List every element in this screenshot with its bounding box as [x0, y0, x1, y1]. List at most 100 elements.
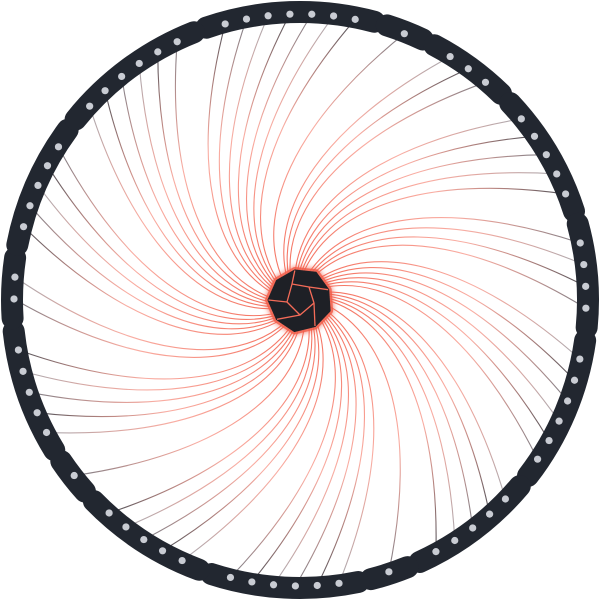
ring-segment[interactable]: [64, 21, 205, 131]
ring-segment[interactable]: [1, 246, 27, 330]
port-dot-icon[interactable]: [576, 355, 584, 363]
port-dot-icon[interactable]: [533, 455, 542, 463]
connection-wires: [13, 13, 587, 587]
port-dot-icon[interactable]: [54, 143, 63, 151]
port-dot-icon[interactable]: [158, 547, 167, 555]
port-dot-icon[interactable]: [19, 367, 27, 375]
port-dot-icon[interactable]: [517, 115, 525, 123]
connection-wire: [228, 15, 277, 291]
port-dot-icon[interactable]: [313, 581, 321, 590]
port-dot-icon[interactable]: [542, 151, 550, 159]
connection-wire: [14, 276, 287, 351]
port-dot-icon[interactable]: [10, 295, 18, 303]
port-dot-icon[interactable]: [25, 388, 33, 396]
port-dot-icon[interactable]: [105, 509, 113, 517]
connection-wire: [294, 118, 522, 275]
port-dot-icon[interactable]: [221, 20, 229, 28]
connection-wire: [237, 13, 291, 290]
connection-wire: [218, 18, 276, 293]
port-dot-icon[interactable]: [400, 30, 408, 38]
port-dot-icon[interactable]: [451, 536, 459, 545]
port-dot-icon[interactable]: [118, 72, 126, 81]
port-dot-icon[interactable]: [291, 582, 299, 590]
port-dot-icon[interactable]: [501, 495, 510, 503]
port-dot-icon[interactable]: [26, 202, 34, 210]
connection-wire: [246, 13, 313, 288]
port-dot-icon[interactable]: [70, 471, 78, 480]
port-dot-icon[interactable]: [173, 38, 181, 46]
port-dot-icon[interactable]: [14, 346, 22, 354]
port-dot-icon[interactable]: [226, 573, 235, 582]
connection-wire: [316, 261, 581, 360]
port-dot-icon[interactable]: [269, 581, 278, 589]
connection-wire: [308, 227, 585, 277]
port-dot-icon[interactable]: [19, 223, 28, 231]
port-dot-icon[interactable]: [562, 190, 570, 198]
port-dot-icon[interactable]: [545, 436, 553, 445]
connection-wire: [322, 284, 539, 460]
connection-wire: [310, 236, 586, 287]
connection-wire: [162, 321, 320, 552]
connection-wire: [296, 135, 535, 275]
connection-wire: [181, 320, 324, 562]
connection-wire: [321, 281, 550, 441]
connection-wire: [157, 51, 275, 302]
port-dot-icon[interactable]: [43, 162, 52, 170]
port-dot-icon[interactable]: [580, 260, 588, 269]
port-dot-icon[interactable]: [122, 523, 130, 531]
port-dot-icon[interactable]: [432, 548, 440, 556]
connection-wire: [143, 322, 316, 541]
connection-wire: [138, 63, 275, 304]
port-dot-icon[interactable]: [33, 409, 41, 417]
port-dot-icon[interactable]: [582, 304, 590, 312]
hub-node[interactable]: [265, 267, 334, 335]
port-dot-icon[interactable]: [135, 59, 143, 68]
connection-wire: [29, 205, 282, 330]
port-dot-icon[interactable]: [563, 397, 572, 405]
port-dot-icon[interactable]: [486, 510, 494, 518]
port-dot-icon[interactable]: [555, 417, 563, 425]
port-dot-icon[interactable]: [329, 12, 338, 20]
port-dot-icon[interactable]: [530, 132, 539, 140]
port-dot-icon[interactable]: [86, 102, 94, 110]
port-dot-icon[interactable]: [140, 535, 148, 544]
connection-wire: [57, 146, 278, 317]
ring-segment[interactable]: [566, 212, 599, 339]
port-dot-icon[interactable]: [178, 556, 186, 565]
connection-wire: [324, 291, 506, 500]
port-dot-icon[interactable]: [446, 52, 454, 61]
port-dot-icon[interactable]: [101, 87, 109, 95]
port-dot-icon[interactable]: [154, 48, 162, 56]
port-dot-icon[interactable]: [286, 10, 294, 18]
port-dot-icon[interactable]: [34, 181, 42, 189]
port-dot-icon[interactable]: [308, 10, 316, 18]
port-dot-icon[interactable]: [248, 578, 256, 586]
port-dot-icon[interactable]: [11, 273, 19, 281]
port-dot-icon[interactable]: [553, 170, 561, 178]
connection-wire: [74, 325, 305, 477]
port-dot-icon[interactable]: [335, 579, 343, 587]
connection-wire: [312, 244, 587, 309]
ring-segment[interactable]: [517, 329, 597, 487]
port-dot-icon[interactable]: [481, 78, 490, 86]
port-dot-icon[interactable]: [42, 428, 51, 437]
hub-facet-edge: [276, 314, 301, 320]
port-dot-icon[interactable]: [242, 15, 251, 23]
connection-wire: [325, 295, 474, 529]
connection-wire: [273, 313, 350, 586]
port-dot-icon[interactable]: [576, 239, 584, 247]
port-dot-icon[interactable]: [464, 65, 472, 73]
connection-wire: [325, 303, 401, 572]
port-dot-icon[interactable]: [570, 376, 579, 384]
port-dot-icon[interactable]: [351, 15, 359, 23]
port-dot-icon[interactable]: [469, 524, 477, 532]
connection-wire: [37, 325, 299, 418]
port-dot-icon[interactable]: [385, 568, 393, 576]
port-dot-icon[interactable]: [264, 12, 272, 20]
ring-segment[interactable]: [200, 563, 370, 599]
port-dot-icon[interactable]: [582, 282, 590, 290]
connection-wire: [300, 172, 557, 275]
